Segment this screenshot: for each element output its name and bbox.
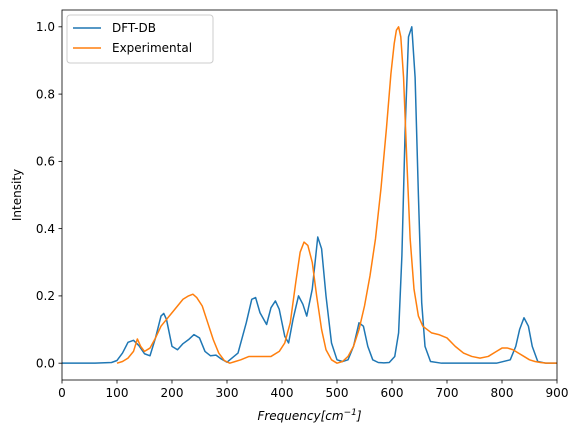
x-tick-label: 800 xyxy=(491,386,514,400)
x-axis-label-unit: [cm xyxy=(321,409,344,423)
x-tick-label: 900 xyxy=(546,386,569,400)
y-axis-ticks: 0.0 0.2 0.4 0.6 0.8 1.0 xyxy=(36,20,62,370)
y-tick-label: 0.8 xyxy=(36,87,55,101)
series-layer xyxy=(62,26,557,364)
x-axis-label-close: ] xyxy=(356,409,362,423)
y-tick-label: 1.0 xyxy=(36,20,55,34)
x-axis-label-exponent: −1 xyxy=(344,408,357,418)
plot-frame xyxy=(61,9,558,381)
y-tick-label: 0.4 xyxy=(36,222,55,236)
legend: DFT-DB Experimental xyxy=(66,14,214,64)
x-tick-label: 700 xyxy=(436,386,459,400)
series-line-experimental xyxy=(116,26,557,364)
x-axis-ticks: 0 100 200 300 400 500 600 700 800 900 xyxy=(58,380,568,400)
y-tick-label: 0.6 xyxy=(36,155,55,169)
x-tick-label: 100 xyxy=(106,386,129,400)
x-tick-label: 300 xyxy=(216,386,239,400)
y-axis-label: Intensity xyxy=(10,169,24,221)
plot-area xyxy=(61,9,558,381)
y-tick-label: 0.2 xyxy=(36,289,55,303)
x-tick-label: 200 xyxy=(161,386,184,400)
x-tick-label: 400 xyxy=(271,386,294,400)
x-tick-label: 0 xyxy=(58,386,66,400)
x-tick-label: 500 xyxy=(326,386,349,400)
x-tick-label: 600 xyxy=(381,386,404,400)
x-axis-label: Frequency[cm−1] xyxy=(257,408,361,423)
legend-label-experimental: Experimental xyxy=(112,41,192,55)
x-axis-label-main: Frequency xyxy=(257,409,321,423)
legend-box xyxy=(66,14,214,64)
legend-label-dft-db: DFT-DB xyxy=(112,21,156,35)
y-tick-label: 0.0 xyxy=(36,356,55,370)
